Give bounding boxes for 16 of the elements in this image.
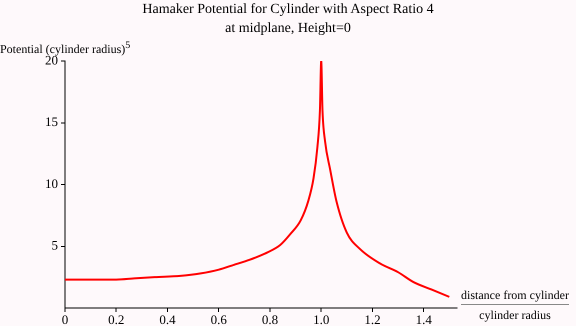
x-tick-label: 0.6 [210,312,228,326]
x-tick-label: 0 [62,312,68,326]
line-series [65,61,450,298]
text: cylinder radius [478,307,552,322]
x-tick-label: 0.4 [159,312,176,326]
x-tick-label: 0.8 [262,312,278,326]
y-tick-label: 5 [52,238,58,253]
chart-subtitle: at midplane, Height=0 [224,20,352,38]
x-tick-label: 1.0 [313,312,330,326]
x-axis-title: distance from cylinder [461,288,569,305]
x-tick-label: 1.4 [416,312,432,326]
y-tick-label: 10 [45,176,58,191]
x-tick-label: 1.2 [364,312,381,326]
x-tick-label: 0.2 [108,312,124,326]
chart-title: Hamaker Potential for Cylinder with Aspect Ratio 4 [141,1,435,19]
y-tick-label: 15 [45,114,58,130]
